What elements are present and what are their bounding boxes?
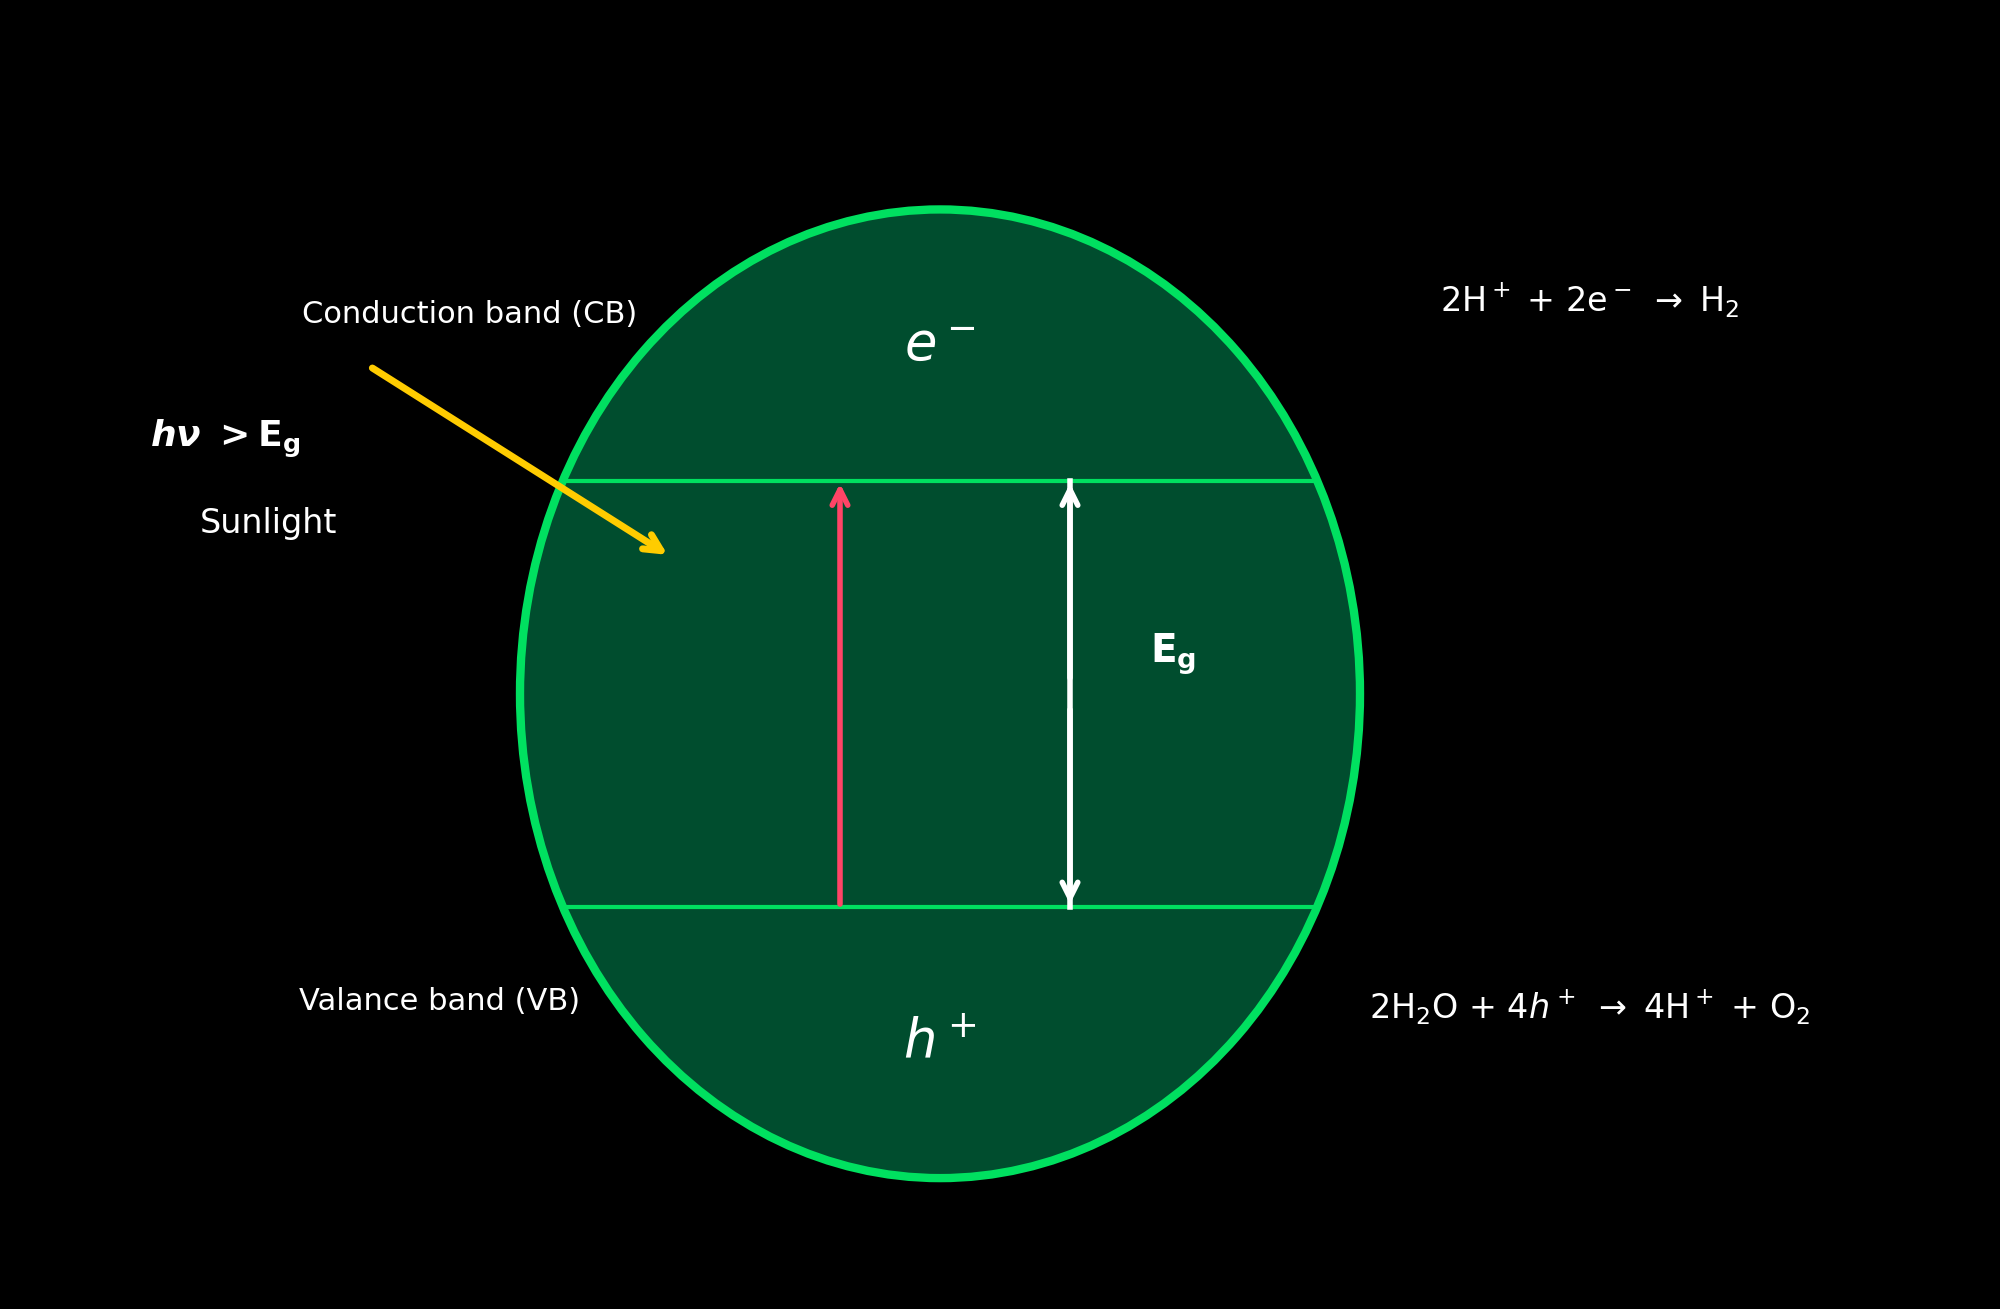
Text: $\mathit{e}^-$: $\mathit{e}^-$ [904, 319, 976, 370]
Text: 2H$^+$ + 2e$^-$ $\rightarrow$ H$_2$: 2H$^+$ + 2e$^-$ $\rightarrow$ H$_2$ [1440, 281, 1740, 321]
Ellipse shape [520, 209, 1360, 1178]
Text: $\boldsymbol{h\nu}$ $\mathbf{> E_g}$: $\boldsymbol{h\nu}$ $\mathbf{> E_g}$ [150, 418, 300, 459]
Text: Sunlight: Sunlight [200, 507, 338, 541]
Text: 2H$_2$O + 4$\mathit{h}^+$ $\rightarrow$ 4H$^+$ + O$_2$: 2H$_2$O + 4$\mathit{h}^+$ $\rightarrow$ … [1370, 988, 1810, 1028]
Text: $\mathbf{E_g}$: $\mathbf{E_g}$ [1150, 632, 1196, 677]
Text: Valance band (VB): Valance band (VB) [300, 987, 580, 1016]
Text: $\mathit{h}^+$: $\mathit{h}^+$ [904, 1017, 976, 1068]
Text: Conduction band (CB): Conduction band (CB) [302, 300, 638, 329]
